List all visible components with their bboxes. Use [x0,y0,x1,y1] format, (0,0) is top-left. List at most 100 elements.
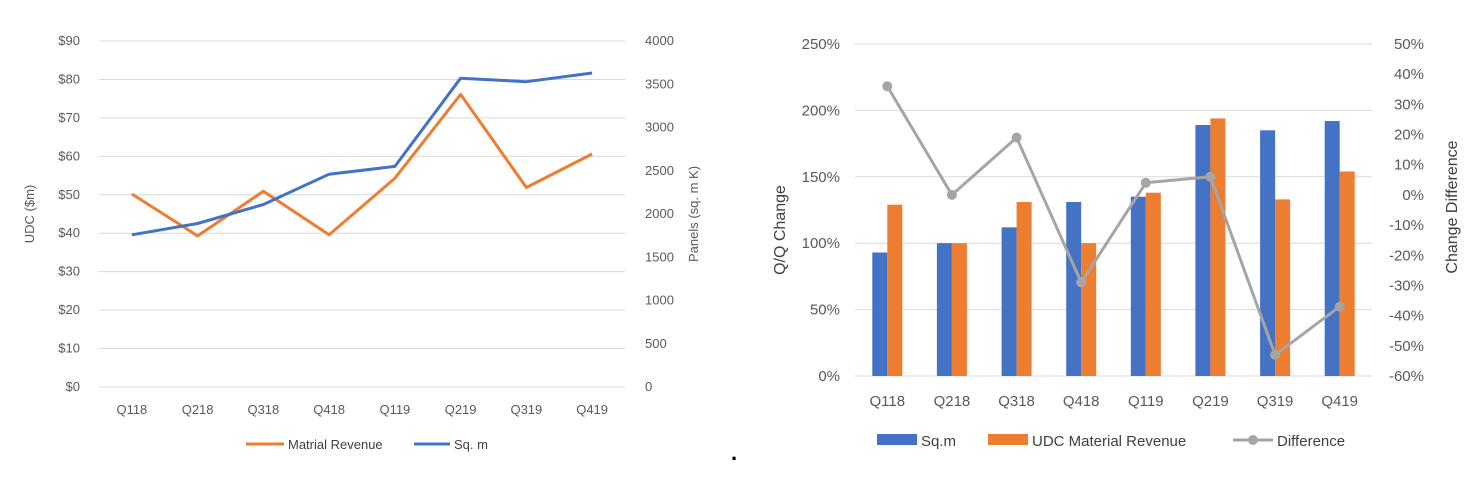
bar-udc-material-revenue-q318 [1016,202,1032,376]
bar-udc-material-revenue-q118 [887,204,903,376]
right-tick-label: 30% [1394,96,1424,113]
chart1-legend: Matrial Revenue Sq. m [246,437,488,452]
bar-sq-m-q218 [936,243,952,376]
right-tick-label: -10% [1389,217,1424,234]
chart2-right-axis-title: Change Difference [1444,140,1461,273]
category-label-q119: Q119 [1128,393,1164,410]
category-label-q419: Q419 [576,402,608,417]
left-tick-label: $0 [66,379,80,394]
left-tick-label: 250% [802,36,840,53]
chart2-right-axis-ticks: -60% -50% -40% -30% -20% -10% 0% 10% 20% 30% 40% 50… [1389,36,1424,385]
bar-udc-material-revenue-q218 [951,243,967,376]
left-tick-label: $40 [58,225,80,240]
right-tick-label: 4000 [645,33,674,48]
right-tick-label: 1000 [645,293,674,308]
right-tick-label: 2500 [645,163,674,178]
right-tick-label: 40% [1394,66,1424,83]
right-tick-label: 0% [1402,187,1424,204]
right-tick-label: 10% [1394,157,1424,174]
category-label-q219: Q219 [445,402,477,417]
legend-marker-difference [1248,435,1258,445]
left-tick-label: $80 [58,71,80,86]
right-tick-label: 500 [645,336,667,351]
left-tick-label: 150% [802,169,840,186]
bar-sq-m-q418 [1066,202,1082,376]
point-difference-q318 [1011,132,1022,143]
chart1-series [131,71,593,238]
right-tick-label: 3500 [645,76,674,91]
left-tick-label: $60 [58,148,80,163]
category-label-q419: Q419 [1321,393,1358,410]
category-label-q318: Q318 [247,402,279,417]
legend-label-sqm: Sq. m [454,437,488,452]
chart2-legend: Sq.m UDC Material Revenue Difference [877,433,1345,450]
bar-sq-m-q119 [1130,196,1146,376]
legend-label-matrial-revenue: Matrial Revenue [288,437,383,452]
category-label-q119: Q119 [379,402,410,417]
legend-swatch-sqm-bar [877,434,917,445]
series-line-matrial-revenue [131,92,593,238]
left-tick-label: 0% [818,368,840,385]
bar-sq-m-q419 [1324,121,1340,376]
point-difference-q218 [946,189,957,200]
right-tick-label: -20% [1389,247,1424,264]
series-line-difference [886,85,1341,357]
chart2-left-axis-title: Q/Q Change [772,185,789,275]
right-tick-label: 50% [1394,36,1424,53]
category-label-q319: Q319 [1257,393,1294,410]
bar-sq-m-q118 [872,252,888,376]
right-tick-label: -60% [1389,368,1424,385]
category-label-q318: Q318 [998,393,1035,410]
left-tick-label: $30 [58,264,80,279]
legend-label-difference: Difference [1277,433,1345,450]
chart1-category-labels: Q118 Q218 Q318 Q418 Q119 Q219 Q319 Q419 [116,402,608,417]
right-tick-label: -50% [1389,338,1424,355]
bar-udc-material-revenue-q419 [1339,171,1355,376]
left-tick-label: 50% [810,302,840,319]
category-label-q218: Q218 [182,402,214,417]
category-label-q218: Q218 [934,393,971,410]
chart2-left-axis-ticks: 0% 50% 100% 150% 200% 250% [802,36,840,385]
right-tick-label: -40% [1389,308,1424,325]
left-tick-label: $90 [58,33,80,48]
point-difference-q418 [1076,277,1087,288]
left-tick-label: 100% [802,235,840,252]
category-label-q118: Q118 [116,402,147,417]
left-tick-label: 200% [802,102,840,119]
right-tick-label: 20% [1394,127,1424,144]
point-difference-q419 [1334,301,1345,312]
bar-udc-material-revenue-q119 [1145,192,1161,376]
category-label-q219: Q219 [1192,393,1229,410]
point-difference-q219 [1205,171,1216,182]
left-tick-label: $20 [58,302,80,317]
bar-sq-m-q318 [1001,227,1017,376]
right-tick-label: 1500 [645,249,674,264]
right-tick-label: -30% [1389,277,1424,294]
point-difference-q119 [1140,177,1151,188]
left-tick-label: $50 [58,187,80,202]
category-label-q418: Q418 [313,402,345,417]
category-label-q118: Q118 [870,393,906,410]
chart1-left-axis-ticks: $0 $10 $20 $30 $40 $50 $60 $70 $80 $90 [58,33,80,394]
stray-mark: . [731,440,737,465]
bar-udc-material-revenue-q319 [1275,199,1291,376]
left-tick-label: $10 [58,341,80,356]
chart1-right-axis-ticks: 0 500 1000 1500 2000 2500 3000 3500 4000 [645,33,674,394]
chart2-category-labels: Q118 Q218 Q318 Q418 Q119 Q219 Q319 Q419 [870,393,1359,410]
legend-label-sqm-bar: Sq.m [921,433,956,450]
category-label-q319: Q319 [510,402,542,417]
chart1-left-axis-title: UDC ($m) [22,185,37,244]
point-difference-q118 [882,81,893,92]
chart1-right-axis-title: Panels (sq. m K) [686,166,701,262]
chart-qq-change: 0% 50% 100% 150% 200% 250% -60% -50% -40% -30% -2… [772,36,1461,450]
left-tick-label: $70 [58,110,80,125]
legend-label-udc-material-revenue: UDC Material Revenue [1032,433,1186,450]
point-difference-q319 [1270,349,1281,360]
chart2-bars [872,118,1355,377]
bar-udc-material-revenue-q219 [1210,118,1226,377]
bar-sq-m-q219 [1195,125,1211,376]
chart1-gridlines [99,40,625,388]
chart2-difference-line [882,81,1345,360]
series-line-sq-m [131,71,593,237]
